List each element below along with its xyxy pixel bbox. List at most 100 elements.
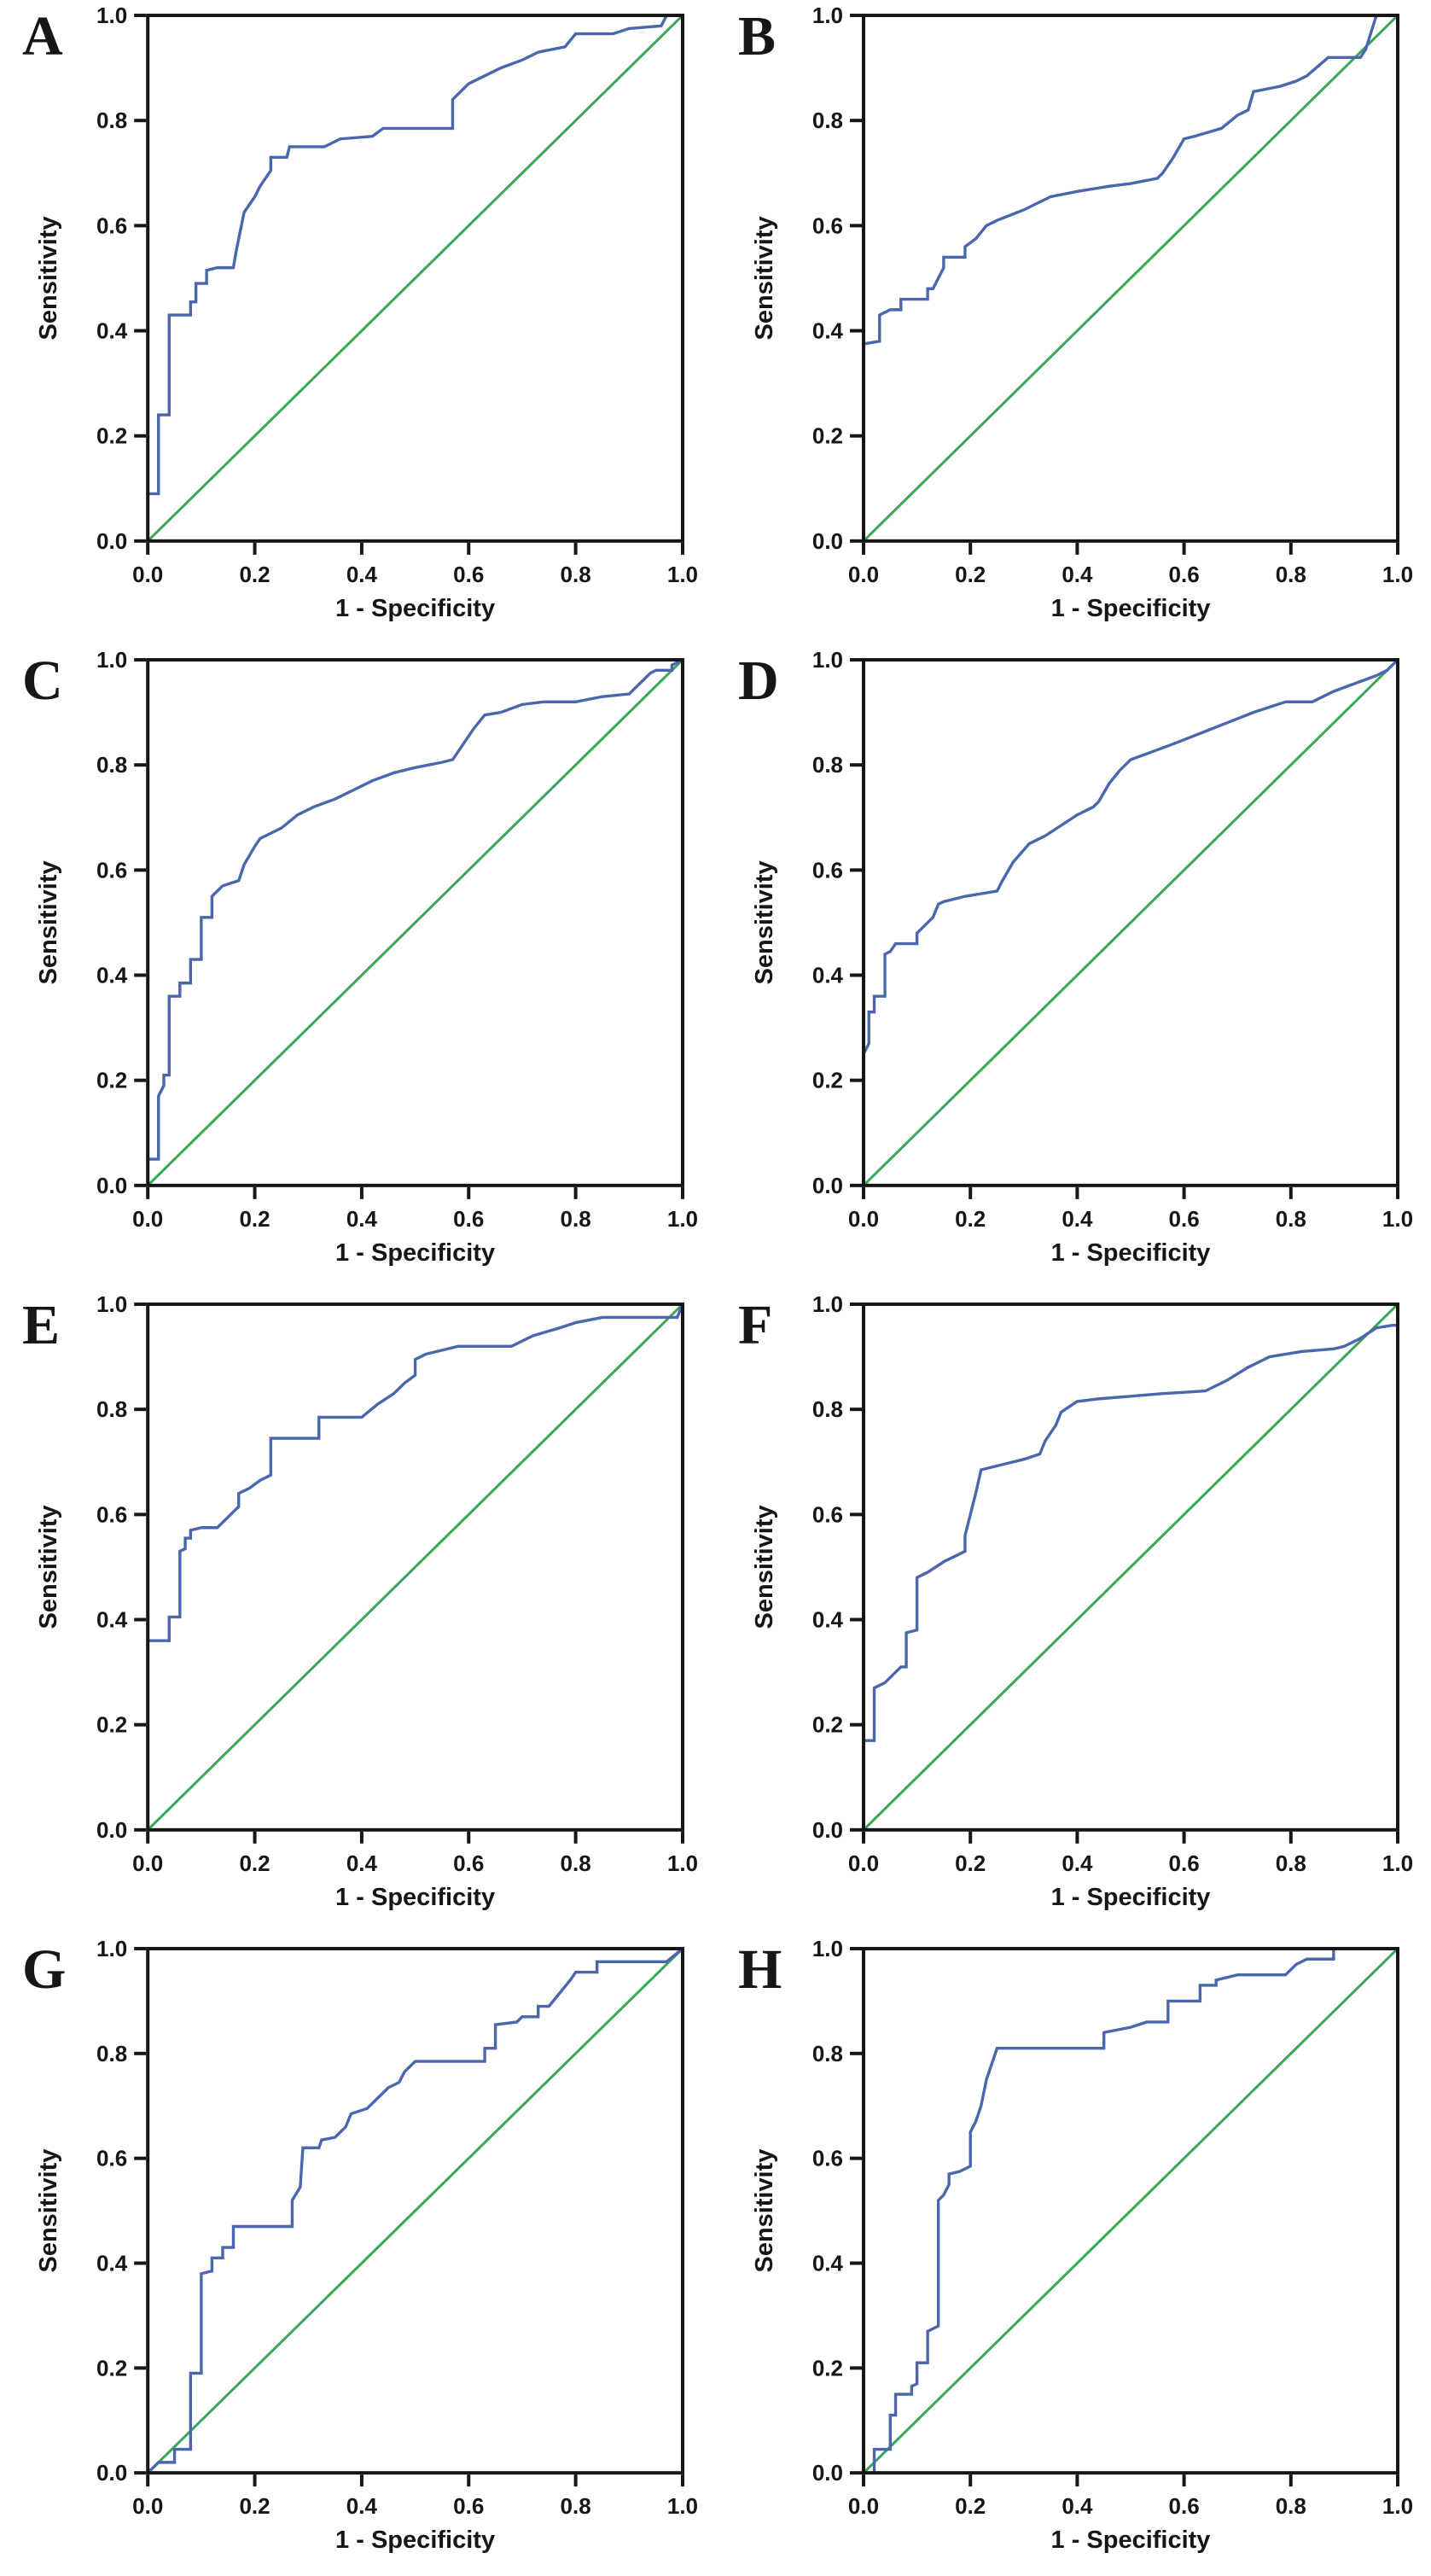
x-tick-label: 0.6 (453, 1850, 484, 1876)
x-tick-label: 0.4 (1062, 1206, 1093, 1232)
roc-panel-g: 0.0 0.2 0.4 0.6 0.8 1.0 0.0 0.2 0.4 0.6 0.8 1.0 1 - … (0, 1933, 716, 2576)
x-tick-label: 0.0 (848, 562, 879, 587)
plot-background (716, 1933, 1431, 2576)
y-tick-label: 0.6 (96, 857, 127, 883)
plot-background (0, 1289, 716, 1933)
reference-line (862, 14, 1399, 543)
y-tick-label: 0.4 (96, 1607, 128, 1633)
x-tick-label: 0.2 (239, 1206, 270, 1232)
y-tick-label: 0.4 (96, 2251, 128, 2276)
x-tick-label: 0.6 (1169, 1850, 1200, 1876)
x-tick-label: 0.4 (346, 2493, 378, 2519)
y-tick-label: 0.2 (96, 423, 127, 449)
y-tick-label: 0.4 (96, 318, 128, 344)
x-tick-label: 0.2 (955, 1850, 986, 1876)
x-axis-title: 1 - Specificity (335, 1239, 495, 1267)
y-axis-title: Sensitivity (751, 1505, 778, 1629)
reference-line (862, 658, 1399, 1187)
x-tick-label: 0.6 (453, 1206, 484, 1232)
roc-curve (862, 1304, 1399, 1830)
roc-curve (147, 1947, 684, 2474)
x-tick-label: 0.0 (132, 1206, 163, 1232)
roc-plot-b: 0.0 0.2 0.4 0.6 0.8 1.0 0.0 0.2 0.4 0.6 0.8 1.0 1 - … (716, 0, 1431, 644)
x-tick-label: 0.8 (1276, 1850, 1306, 1876)
y-axis-title: Sensitivity (35, 2149, 62, 2273)
plot-frame (862, 1303, 1399, 1832)
x-tick-label: 0.0 (848, 2493, 879, 2519)
y-axis-title: Sensitivity (35, 1505, 62, 1629)
roc-panel-h: 0.0 0.2 0.4 0.6 0.8 1.0 0.0 0.2 0.4 0.6 0.8 1.0 1 - … (716, 1933, 1431, 2576)
roc-curve (864, 1948, 1335, 2474)
panel-label: B (738, 5, 776, 67)
x-tick-label: 0.6 (1169, 1206, 1200, 1232)
plot-frame (146, 1303, 684, 1832)
panel-label: F (738, 1294, 772, 1356)
x-tick-label: 0.4 (1062, 1850, 1093, 1876)
y-tick-label: 0.2 (812, 1068, 843, 1093)
x-axis-title: 1 - Specificity (1051, 2526, 1211, 2554)
x-tick-label: 0.8 (1276, 1206, 1306, 1232)
panel-label: E (22, 1294, 60, 1356)
plot-background (0, 1933, 716, 2576)
x-tick-label: 0.8 (1276, 2493, 1306, 2519)
roc-plot-c: 0.0 0.2 0.4 0.6 0.8 1.0 0.0 0.2 0.4 0.6 0.8 1.0 1 - … (0, 644, 716, 1289)
plot-background (716, 644, 1431, 1289)
reference-line (146, 658, 684, 1187)
x-tick-label: 0.6 (1169, 562, 1200, 587)
x-axis-title: 1 - Specificity (1051, 1239, 1211, 1267)
y-tick-label: 0.8 (96, 752, 127, 778)
x-tick-label: 1.0 (667, 1206, 698, 1232)
x-tick-label: 0.4 (346, 562, 378, 587)
roc-curve (146, 1303, 684, 1830)
reference-line (862, 1303, 1399, 1832)
roc-plot-g: 0.0 0.2 0.4 0.6 0.8 1.0 0.0 0.2 0.4 0.6 0.8 1.0 1 - … (0, 1933, 716, 2576)
roc-plot-d: 0.0 0.2 0.4 0.6 0.8 1.0 0.0 0.2 0.4 0.6 0.8 1.0 1 - … (716, 644, 1431, 1289)
roc-panel-e: 0.0 0.2 0.4 0.6 0.8 1.0 0.0 0.2 0.4 0.6 0.8 1.0 1 - … (0, 1289, 716, 1933)
x-tick-label: 0.8 (1276, 562, 1306, 587)
y-tick-label: 0.0 (812, 528, 843, 554)
x-tick-label: 0.0 (132, 1850, 163, 1876)
plot-background (0, 0, 716, 644)
x-tick-label: 0.2 (955, 2493, 986, 2519)
roc-plot-f: 0.0 0.2 0.4 0.6 0.8 1.0 0.0 0.2 0.4 0.6 0.8 1.0 1 - … (716, 1289, 1431, 1933)
plot-background (716, 1289, 1431, 1933)
x-tick-label: 1.0 (667, 1850, 698, 1876)
roc-panel-a: 0.0 0.2 0.4 0.6 0.8 1.0 0.0 0.2 0.4 0.6 0.8 1.0 1 - … (0, 0, 716, 644)
y-tick-label: 0.8 (812, 108, 843, 133)
y-tick-label: 0.2 (812, 2355, 843, 2381)
y-tick-label: 1.0 (812, 1291, 843, 1317)
x-tick-label: 1.0 (1382, 562, 1413, 587)
x-tick-label: 0.6 (1169, 2493, 1200, 2519)
y-tick-label: 0.8 (96, 108, 127, 133)
panel-label: C (22, 650, 63, 712)
x-tick-label: 0.6 (453, 2493, 484, 2519)
x-tick-label: 0.8 (561, 562, 591, 587)
plot-frame (146, 14, 684, 543)
y-axis-title: Sensitivity (751, 216, 778, 340)
x-tick-label: 0.2 (239, 2493, 270, 2519)
plot-frame (862, 1946, 1399, 2475)
x-tick-label: 1.0 (1382, 2493, 1413, 2519)
x-tick-label: 0.6 (453, 562, 484, 587)
y-tick-label: 1.0 (96, 1291, 127, 1317)
roc-panel-d: 0.0 0.2 0.4 0.6 0.8 1.0 0.0 0.2 0.4 0.6 0.8 1.0 1 - … (716, 644, 1431, 1289)
x-tick-label: 0.2 (955, 562, 986, 587)
y-axis-title: Sensitivity (35, 860, 62, 984)
x-axis-title: 1 - Specificity (1051, 1884, 1211, 1911)
x-axis-title: 1 - Specificity (335, 1884, 495, 1911)
y-tick-label: 0.2 (96, 2355, 127, 2381)
x-tick-label: 0.8 (561, 1206, 591, 1232)
y-tick-label: 0.6 (812, 857, 843, 883)
roc-curve (862, 14, 1398, 541)
y-tick-label: 0.6 (96, 213, 127, 238)
plot-background (716, 0, 1431, 644)
y-axis-title: Sensitivity (35, 216, 62, 340)
y-tick-label: 0.8 (96, 1396, 127, 1422)
reference-line (862, 1947, 1399, 2474)
roc-panel-f: 0.0 0.2 0.4 0.6 0.8 1.0 0.0 0.2 0.4 0.6 0.8 1.0 1 - … (716, 1289, 1431, 1933)
y-tick-label: 0.6 (96, 2146, 127, 2171)
y-tick-label: 1.0 (812, 1936, 843, 1961)
y-tick-label: 0.4 (812, 963, 844, 988)
plot-background (0, 644, 716, 1289)
